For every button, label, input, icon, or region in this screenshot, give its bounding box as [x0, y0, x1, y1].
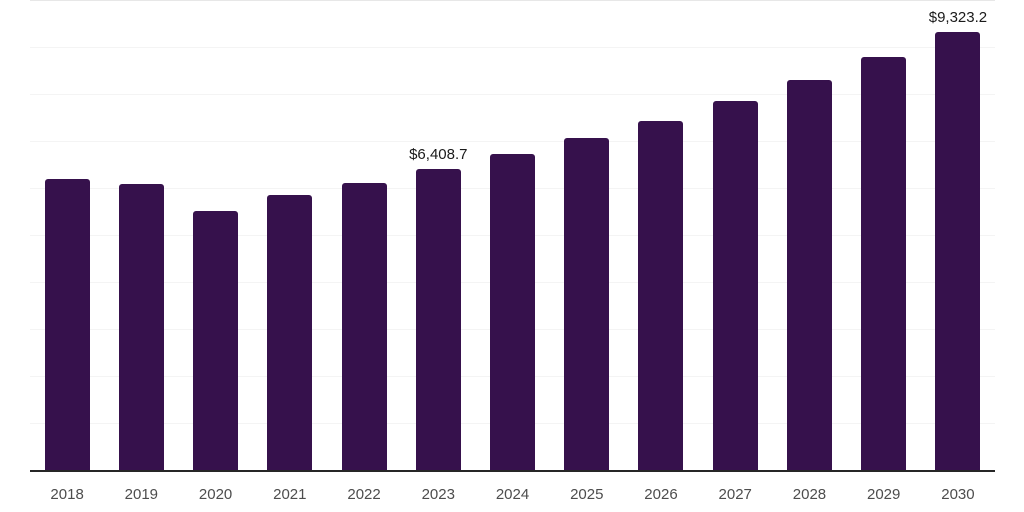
x-tick-2022: 2022: [347, 486, 381, 503]
x-tick-2019: 2019: [124, 486, 159, 503]
x-tick-2029: 2029: [867, 486, 901, 503]
bar-slot-2025: [550, 0, 624, 470]
bar-slot-2030: $9,323.2: [921, 0, 995, 470]
bar-2023: [415, 168, 461, 470]
value-label-2023: $6,408.7: [409, 145, 468, 163]
x-tick-2018: 2018: [50, 486, 84, 503]
bar-2022: [341, 182, 387, 470]
gridline-7000: [30, 141, 995, 142]
bar-2028: [786, 80, 832, 470]
x-tick-2027: 2027: [718, 486, 752, 503]
bar-2021: [267, 194, 313, 470]
x-axis-line: [30, 470, 995, 472]
bar-2026: [638, 120, 684, 470]
bar-2029: [861, 56, 907, 470]
bar-slot-2023: $6,408.7: [401, 0, 475, 470]
bar-2020: [193, 210, 239, 470]
bar-slot-2024: [475, 0, 549, 470]
bar-2025: [564, 138, 610, 470]
plot-area: $6,408.7 $9,323.2: [30, 0, 995, 470]
bar-2027: [712, 101, 758, 470]
bar-2019: [118, 184, 164, 470]
value-label-2030: $9,323.2: [928, 8, 988, 26]
bar-slot-2020: [178, 0, 252, 470]
x-tick-2021: 2021: [273, 486, 307, 503]
bar-2024: [490, 154, 536, 470]
bars-row: $6,408.7 $9,323.2: [30, 0, 995, 470]
x-tick-2024: 2024: [495, 486, 530, 503]
bar-slot-2029: [847, 0, 921, 470]
x-tick-2028: 2028: [792, 486, 827, 503]
gridline-9000: [30, 47, 995, 48]
bar-slot-2019: [104, 0, 178, 470]
gridline-8000: [30, 94, 995, 95]
x-tick-2020: 2020: [198, 486, 233, 503]
bar-slot-2021: [253, 0, 327, 470]
x-tick-2026: 2026: [644, 486, 678, 503]
bar-slot-2022: [327, 0, 401, 470]
bar-2030: [935, 31, 981, 470]
gridline-10000: [30, 0, 995, 1]
x-tick-2023: 2023: [421, 486, 455, 503]
x-axis-labels: 2018 2019 2020 2021 2022 2023 2024 2025 2026 2027…: [30, 472, 995, 504]
x-tick-2025: 2025: [570, 486, 604, 503]
bar-slot-2026: [624, 0, 698, 470]
bar-slot-2028: [772, 0, 846, 470]
bar-slot-2018: [30, 0, 104, 470]
x-tick-2030: 2030: [941, 486, 975, 503]
bar-slot-2027: [698, 0, 772, 470]
bar-2018: [44, 179, 90, 470]
